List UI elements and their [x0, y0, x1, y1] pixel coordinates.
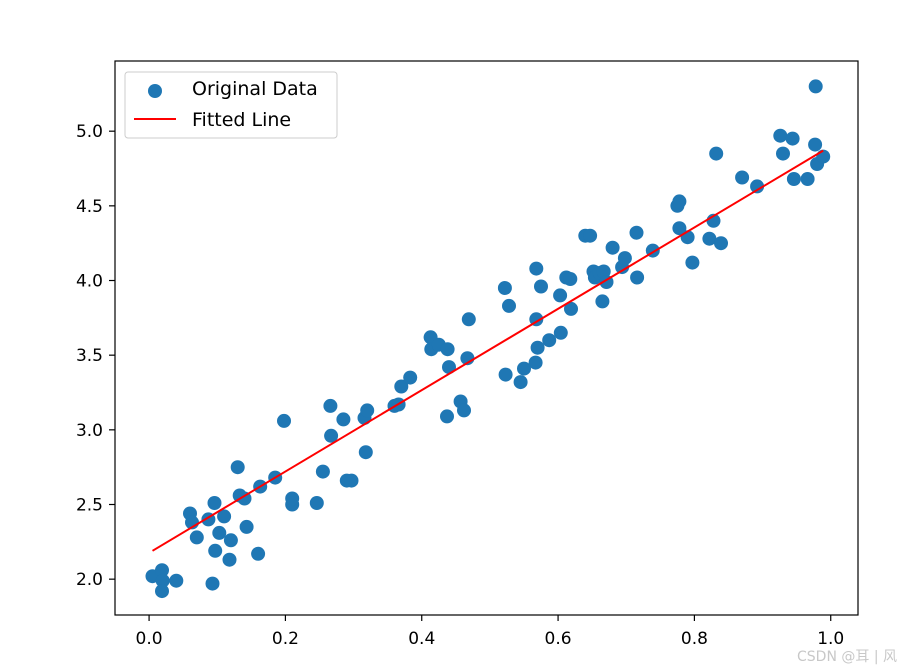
data-point — [702, 231, 717, 246]
data-point — [222, 552, 237, 567]
data-point — [563, 272, 578, 286]
x-tick-label: 0.2 — [272, 629, 299, 649]
data-point — [630, 270, 645, 285]
data-point — [155, 584, 169, 599]
data-point — [230, 460, 245, 475]
data-point — [629, 225, 644, 240]
data-point — [564, 301, 578, 316]
data-point — [776, 146, 790, 161]
data-point — [239, 519, 254, 534]
data-point — [497, 281, 512, 295]
data-point — [189, 530, 204, 545]
fitted-line — [151, 149, 824, 552]
data-point — [517, 361, 531, 376]
data-point — [553, 325, 568, 340]
data-point — [358, 445, 373, 460]
data-point — [617, 251, 632, 266]
y-tick-label: 2.5 — [76, 495, 103, 515]
x-tick-label: 0.0 — [136, 629, 163, 649]
data-point — [735, 170, 750, 185]
data-point — [336, 412, 351, 427]
data-point — [583, 228, 598, 243]
data-point — [155, 573, 170, 588]
data-point — [542, 333, 557, 348]
data-point — [808, 137, 823, 152]
data-point — [800, 172, 815, 186]
data-point — [323, 398, 338, 413]
data-point — [251, 546, 266, 561]
axes: 0.0 0.2 0.4 0.6 0.8 1.0 2.0 2.5 3.0 3.5 4.0 4.5 5.0 — [76, 60, 859, 649]
x-tick-label: 0.6 — [545, 629, 572, 649]
data-point — [808, 79, 823, 94]
data-point — [315, 464, 330, 479]
y-tick-label: 5.0 — [76, 122, 103, 142]
data-point — [530, 340, 545, 355]
data-point — [605, 240, 620, 255]
data-point — [394, 379, 409, 394]
data-point — [277, 413, 291, 428]
data-point — [513, 375, 528, 390]
data-point — [750, 179, 765, 194]
data-point — [205, 576, 220, 591]
data-point — [309, 496, 324, 510]
data-point — [672, 194, 687, 209]
legend-label-original-data: Original Data — [192, 78, 318, 100]
x-tick-label: 0.4 — [408, 629, 435, 649]
data-point — [403, 370, 418, 385]
data-point — [442, 360, 456, 375]
data-point — [207, 496, 222, 510]
legend: Original Data Fitted Line — [124, 71, 338, 139]
plot-frame — [114, 60, 859, 616]
x-tick-label: 0.8 — [681, 629, 708, 649]
data-point — [212, 525, 227, 540]
data-point — [440, 409, 454, 424]
data-point — [553, 288, 568, 303]
legend-label-fitted-line: Fitted Line — [192, 109, 291, 131]
y-tick-label: 2.0 — [76, 570, 103, 590]
x-tick-label: 1.0 — [817, 629, 844, 649]
data-point — [461, 312, 476, 327]
legend-box — [124, 71, 338, 139]
y-tick-label: 4.5 — [76, 197, 103, 217]
data-point — [534, 279, 548, 294]
data-point — [498, 367, 513, 382]
data-point — [685, 255, 700, 270]
y-tick-label: 3.0 — [76, 421, 103, 441]
data-point — [672, 221, 687, 236]
y-tick-label: 4.0 — [76, 272, 103, 292]
data-point — [457, 403, 471, 418]
data-point — [324, 428, 339, 443]
legend-marker-scatter — [148, 84, 162, 98]
y-tick-label: 3.5 — [76, 346, 103, 366]
data-point — [155, 563, 169, 578]
data-point — [529, 261, 544, 276]
data-point — [223, 533, 238, 548]
data-point — [440, 342, 455, 357]
data-point — [344, 473, 359, 488]
data-point — [237, 491, 252, 506]
data-point — [285, 491, 300, 506]
data-point — [528, 355, 543, 370]
data-point — [595, 294, 610, 309]
data-point — [596, 264, 611, 279]
data-point — [785, 131, 800, 146]
data-point — [786, 172, 801, 186]
data-point — [714, 236, 728, 251]
data-point — [773, 128, 788, 143]
watermark: CSDN @耳 | 风 — [797, 649, 897, 665]
plot-marks — [145, 79, 831, 599]
data-point — [208, 543, 223, 558]
data-point — [360, 403, 375, 418]
data-point — [217, 509, 232, 524]
data-point — [169, 573, 184, 588]
data-point — [502, 298, 516, 313]
data-point — [709, 146, 724, 161]
